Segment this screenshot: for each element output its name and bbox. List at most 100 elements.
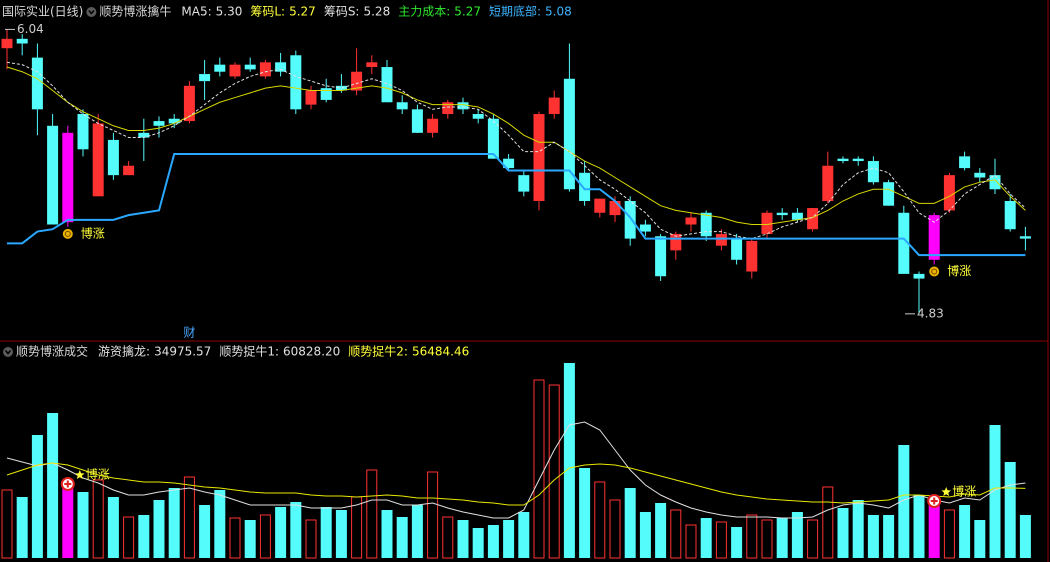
volume-bar	[776, 518, 788, 558]
signal-star	[941, 487, 951, 496]
volume-bar	[761, 519, 773, 559]
indicator-value: 56484.46	[412, 345, 469, 359]
candle-body	[700, 212, 712, 237]
indicator-name: 主力成本:	[398, 5, 450, 19]
signal-cross	[930, 497, 938, 505]
candle-body	[335, 85, 347, 91]
candle-body	[822, 165, 834, 202]
candle-body	[746, 240, 758, 272]
candle-body	[472, 114, 484, 119]
volume-bar	[214, 489, 226, 558]
indicator-value: 5.28	[363, 5, 390, 19]
volume-bar	[685, 524, 697, 559]
candle-body	[639, 224, 651, 232]
indicator-name: 短期底部:	[489, 4, 541, 19]
dropdown-icon	[86, 7, 97, 17]
indicator-name: 筹码S:	[324, 5, 360, 19]
volume-bar	[244, 519, 256, 558]
indicator-value: 5.30	[216, 5, 243, 19]
candle-body	[47, 125, 59, 225]
volume-bar	[92, 479, 104, 559]
volume-bar	[670, 509, 682, 559]
volume-bar	[168, 488, 180, 558]
candle-body	[503, 158, 515, 169]
indicator-line	[6, 421, 1026, 519]
indicator-value: 5.27	[289, 5, 316, 19]
dropdown-chevron	[4, 350, 12, 355]
indicator-value: 60828.20	[283, 345, 340, 359]
candle-body	[62, 132, 74, 223]
volume-bar	[442, 516, 454, 559]
volume-bar	[487, 525, 499, 558]
volume-bar	[411, 505, 423, 558]
candle-body	[807, 208, 819, 230]
signal-icon	[62, 228, 73, 239]
candle-body	[290, 55, 302, 110]
candle-body	[487, 118, 499, 159]
indicator-name: 顺势捉牛1:	[219, 344, 279, 359]
volume-bar	[335, 509, 347, 558]
candle-body	[275, 62, 287, 72]
volume-bar	[943, 509, 955, 559]
candle-body	[427, 118, 439, 133]
candle-body	[579, 172, 591, 202]
signal-label: 博涨	[86, 467, 110, 482]
indicator-line	[6, 66, 1026, 226]
volume-bar	[107, 497, 119, 558]
volume-bar	[259, 514, 271, 559]
volume-bar	[472, 528, 484, 558]
event-label: 财	[183, 326, 195, 340]
candle-body	[685, 217, 697, 225]
candle-body	[959, 156, 971, 169]
volume-bar	[852, 499, 864, 558]
volume-bar	[563, 362, 575, 558]
candle-body	[16, 38, 28, 44]
volume-bar	[898, 445, 910, 558]
candle-body	[229, 64, 241, 77]
volume-bar	[183, 476, 195, 559]
volume-bar	[594, 481, 606, 559]
candle-body	[1, 38, 13, 49]
candle-body	[898, 212, 910, 274]
volume-bar	[837, 508, 849, 558]
candle-body	[533, 114, 545, 202]
volume-bar	[548, 384, 560, 559]
indicator-name: 顺势捉牛2:	[348, 344, 408, 359]
volume-bar	[62, 488, 74, 558]
volume-bar	[123, 516, 135, 559]
volume-bar	[518, 511, 530, 558]
candle-body	[138, 132, 150, 138]
candle-body	[731, 238, 743, 260]
signal-star	[75, 470, 85, 479]
volume-bar	[959, 505, 971, 558]
volume-bar	[807, 519, 819, 559]
candle-body	[92, 123, 104, 197]
indicator-value: 5.27	[454, 5, 481, 19]
volume-bar	[153, 499, 165, 558]
volume-bar	[989, 425, 1001, 558]
signal-cross	[64, 480, 72, 488]
signal-label: 博涨	[947, 263, 971, 278]
volume-bar	[229, 517, 241, 559]
candle-body	[943, 175, 955, 211]
candle-body	[548, 97, 560, 115]
candle-body	[1004, 201, 1016, 230]
candle-body	[883, 182, 895, 206]
candle-body	[837, 158, 849, 162]
candle-body	[974, 172, 986, 178]
volume-bar	[47, 412, 59, 558]
volume-bar	[290, 501, 302, 558]
candle-body	[351, 71, 363, 91]
indicator-line	[6, 462, 1026, 506]
indicator-value: 34975.57	[154, 345, 211, 359]
candle-body	[199, 74, 211, 82]
candle-body	[77, 114, 89, 150]
min-label: 4.83	[917, 306, 944, 320]
volume-bar	[822, 486, 834, 559]
volume-bar	[1, 489, 13, 559]
candle-body	[320, 88, 332, 100]
candle-body	[518, 175, 530, 192]
volume-bar	[928, 505, 940, 558]
candle-body	[168, 118, 180, 124]
